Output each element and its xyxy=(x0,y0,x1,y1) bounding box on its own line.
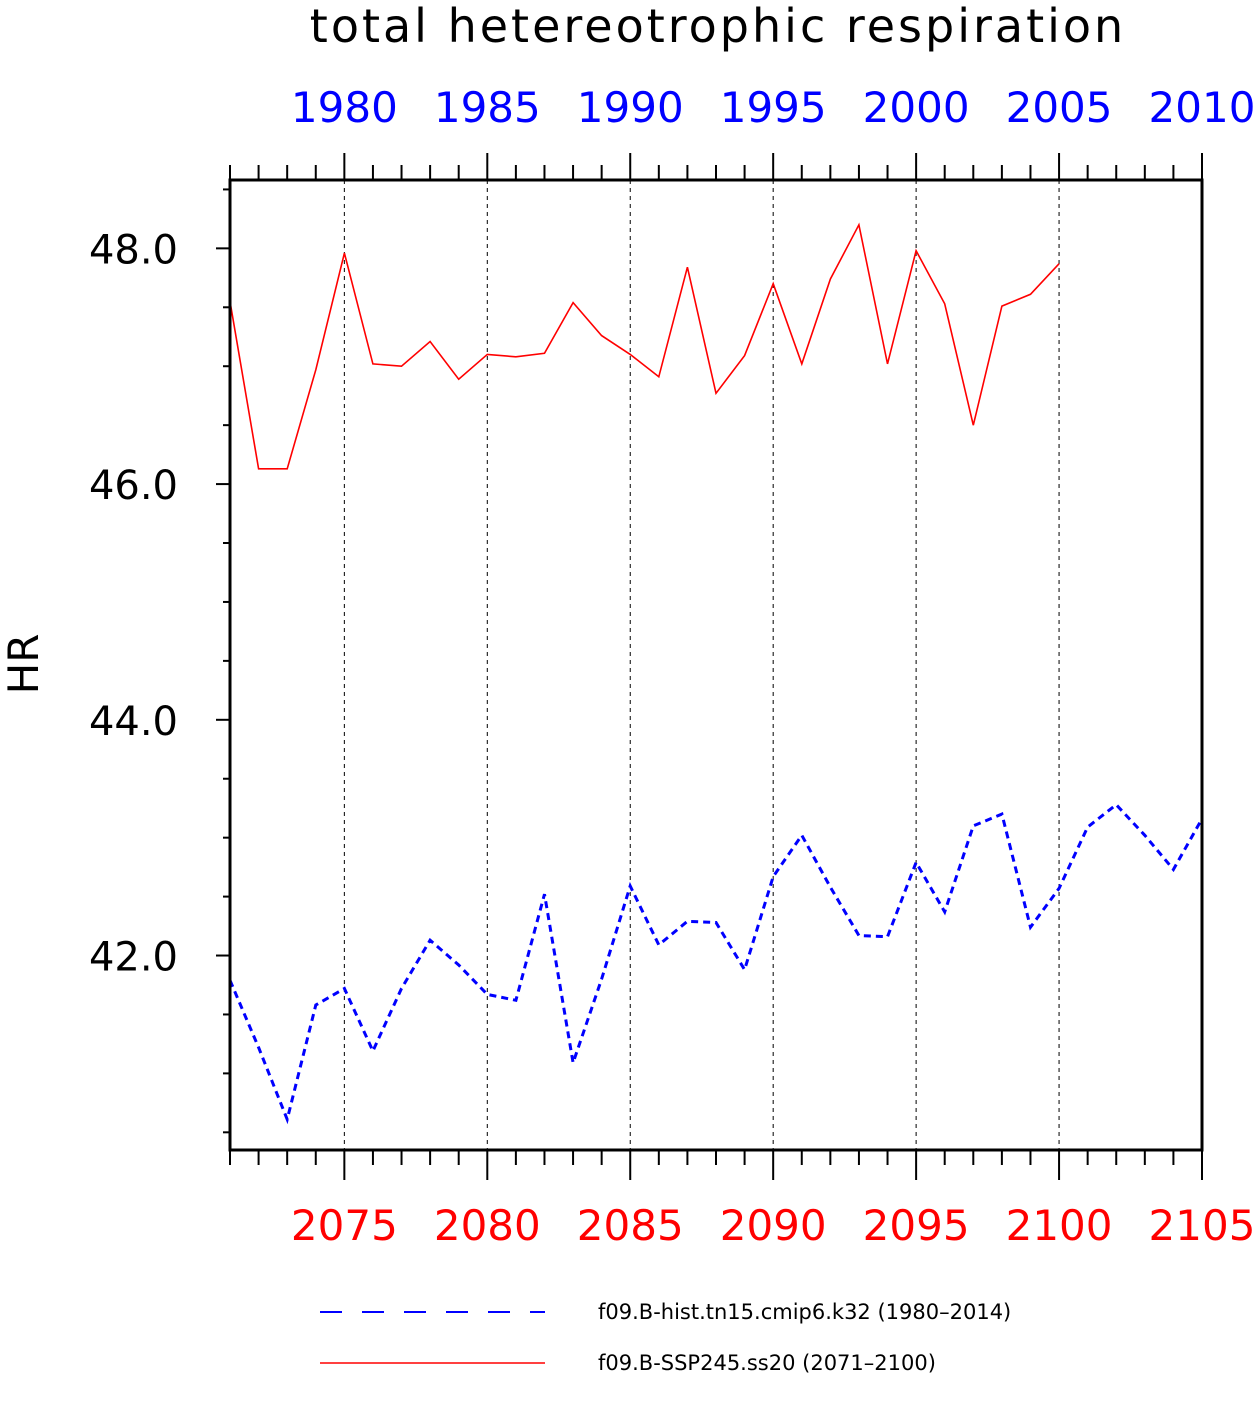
tick-labels: 1980 1985 1990 1995 2000 2005 2010 2075 2080 2085… xyxy=(89,83,1256,1250)
bottom-tick-label: 2100 xyxy=(1006,1201,1113,1250)
legend-label: f09.B-hist.tn15.cmip6.k32 (1980–2014) xyxy=(598,1300,1011,1324)
top-tick-label: 2005 xyxy=(1006,83,1113,132)
chart-title: total hetereotrophic respiration xyxy=(310,0,1126,53)
y-tick-label: 48.0 xyxy=(89,227,178,273)
plot-frame xyxy=(228,178,1204,1152)
legend-label: f09.B-SSP245.ss20 (2071–2100) xyxy=(598,1351,936,1375)
top-tick-label: 1980 xyxy=(291,83,398,132)
ssp245-series-line xyxy=(230,222,1060,470)
bottom-tick-label: 2090 xyxy=(720,1201,827,1250)
axis-ticks xyxy=(216,153,1203,1180)
y-tick-label: 46.0 xyxy=(89,463,178,509)
top-tick-label: 2000 xyxy=(863,83,970,132)
series-lines xyxy=(230,222,1202,1125)
bottom-tick-label: 2080 xyxy=(434,1201,541,1250)
y-tick-label: 42.0 xyxy=(89,935,178,981)
bottom-tick-label: 2075 xyxy=(291,1201,398,1250)
top-tick-label: 1990 xyxy=(577,83,684,132)
top-tick-label: 1995 xyxy=(720,83,827,132)
top-tick-label: 1985 xyxy=(434,83,541,132)
vertical-grid xyxy=(343,180,1060,1150)
y-axis-label: HR xyxy=(0,634,48,695)
bottom-tick-label: 2085 xyxy=(577,1201,684,1250)
legend: f09.B-hist.tn15.cmip6.k32 (1980–2014) f09… xyxy=(320,1300,1011,1375)
top-tick-label: 2010 xyxy=(1149,83,1256,132)
historical-series-line xyxy=(230,802,1202,1125)
bottom-tick-label: 2095 xyxy=(863,1201,970,1250)
y-tick-label: 44.0 xyxy=(89,699,178,745)
bottom-tick-label: 2105 xyxy=(1149,1201,1256,1250)
